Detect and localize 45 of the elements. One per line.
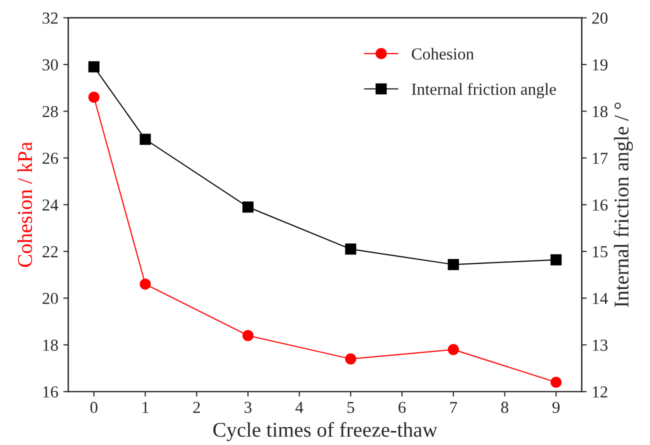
y-tick-label: 28 [42, 106, 58, 118]
y-tick-label: 32 [42, 12, 58, 24]
point [88, 92, 100, 103]
x-tick-label: 3 [244, 402, 252, 414]
point [140, 278, 151, 290]
x-tick-label: 9 [552, 402, 560, 414]
x-tick-label: 7 [450, 402, 458, 413]
y2-tick-label: 18 [592, 106, 608, 118]
y-tick-label: 18 [43, 340, 58, 351]
y-tick-label: 22 [42, 246, 58, 258]
point [88, 61, 100, 72]
point [242, 201, 254, 213]
point [242, 330, 254, 342]
legend-label: Cohesion [412, 48, 474, 60]
x-tick-label: 8 [501, 402, 508, 414]
point [345, 353, 356, 364]
point [140, 134, 151, 145]
x-tick-label: 0 [90, 402, 98, 414]
y-axis-title: Cohesion / kPa [17, 142, 32, 267]
y2-tick-label: 13 [592, 340, 608, 351]
y-tick-label: 26 [42, 152, 58, 164]
y2-tick-label: 19 [592, 59, 608, 70]
x-tick-label: 4 [295, 402, 304, 413]
y2-tick-label: 17 [592, 152, 608, 164]
y2-tick-label: 15 [592, 246, 608, 258]
y-tick-label: 20 [42, 292, 58, 304]
y2-tick-label: 16 [592, 199, 608, 211]
x-tick-label: 5 [347, 402, 354, 414]
x-tick-label: 1 [142, 402, 148, 413]
x-tick-label: 6 [398, 402, 406, 414]
y2-tick-label: 20 [592, 12, 608, 24]
y-tick-label: 30 [42, 59, 58, 70]
point [345, 244, 356, 255]
y2-tick-label: 14 [592, 292, 608, 304]
x-tick-label: 2 [193, 402, 200, 413]
x-axis-title: Cycle times of freeze-thaw [213, 422, 438, 442]
point [550, 254, 562, 266]
point [448, 344, 459, 356]
point [550, 376, 562, 388]
y2-tick-label: 12 [592, 386, 608, 398]
legend-label: Internal friction angle [412, 82, 556, 98]
point [448, 258, 459, 270]
y-tick-label: 16 [43, 386, 58, 398]
y-tick-label: 24 [42, 199, 58, 210]
y2-axis-title: Internal friction angle / ° [614, 102, 633, 308]
